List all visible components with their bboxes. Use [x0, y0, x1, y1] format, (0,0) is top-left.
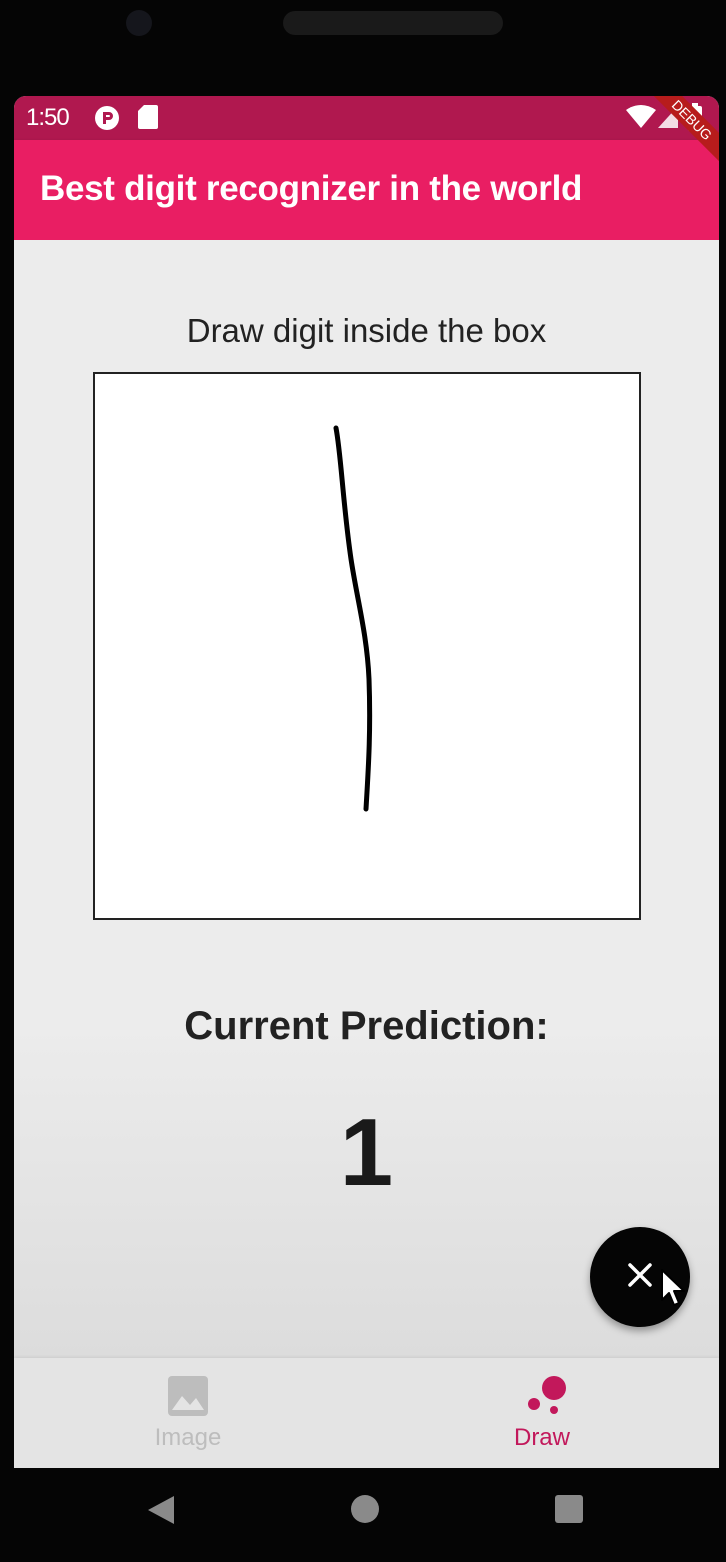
tab-image-label: Image	[154, 1424, 222, 1451]
recents-icon[interactable]	[554, 1494, 584, 1529]
image-icon	[166, 1374, 210, 1423]
app-screen: 1:50	[14, 96, 719, 1468]
prediction-value: 1	[339, 1099, 394, 1206]
close-icon	[626, 1261, 654, 1294]
bubbles-icon	[524, 1372, 568, 1421]
main-content: Draw digit inside the box Current Predic…	[14, 240, 719, 1360]
app-title: Best digit recognizer in the world	[40, 169, 583, 208]
sd-card-icon	[138, 105, 158, 134]
wifi-icon	[626, 104, 656, 135]
prediction-label: Current Prediction:	[184, 1004, 549, 1048]
status-time: 1:50	[26, 104, 70, 131]
drawn-stroke	[333, 425, 373, 812]
system-navigation-bar	[0, 1468, 726, 1562]
bottom-navigation: Image Draw	[14, 1358, 719, 1468]
notification-p-icon	[94, 105, 120, 136]
front-camera	[126, 10, 152, 36]
phone-top-bezel	[0, 0, 726, 96]
drawing-canvas[interactable]	[93, 372, 641, 920]
home-icon[interactable]	[350, 1494, 380, 1529]
clear-canvas-button[interactable]	[590, 1227, 690, 1327]
tab-draw[interactable]: Draw	[442, 1358, 642, 1468]
tab-draw-label: Draw	[513, 1424, 570, 1451]
app-bar: Best digit recognizer in the world	[14, 140, 719, 240]
mouse-cursor-icon	[660, 1268, 688, 1313]
status-bar: 1:50	[14, 96, 719, 140]
tab-image[interactable]: Image	[88, 1358, 288, 1468]
draw-instruction: Draw digit inside the box	[186, 312, 547, 349]
back-icon[interactable]	[146, 1494, 176, 1531]
earpiece-speaker	[283, 11, 503, 35]
